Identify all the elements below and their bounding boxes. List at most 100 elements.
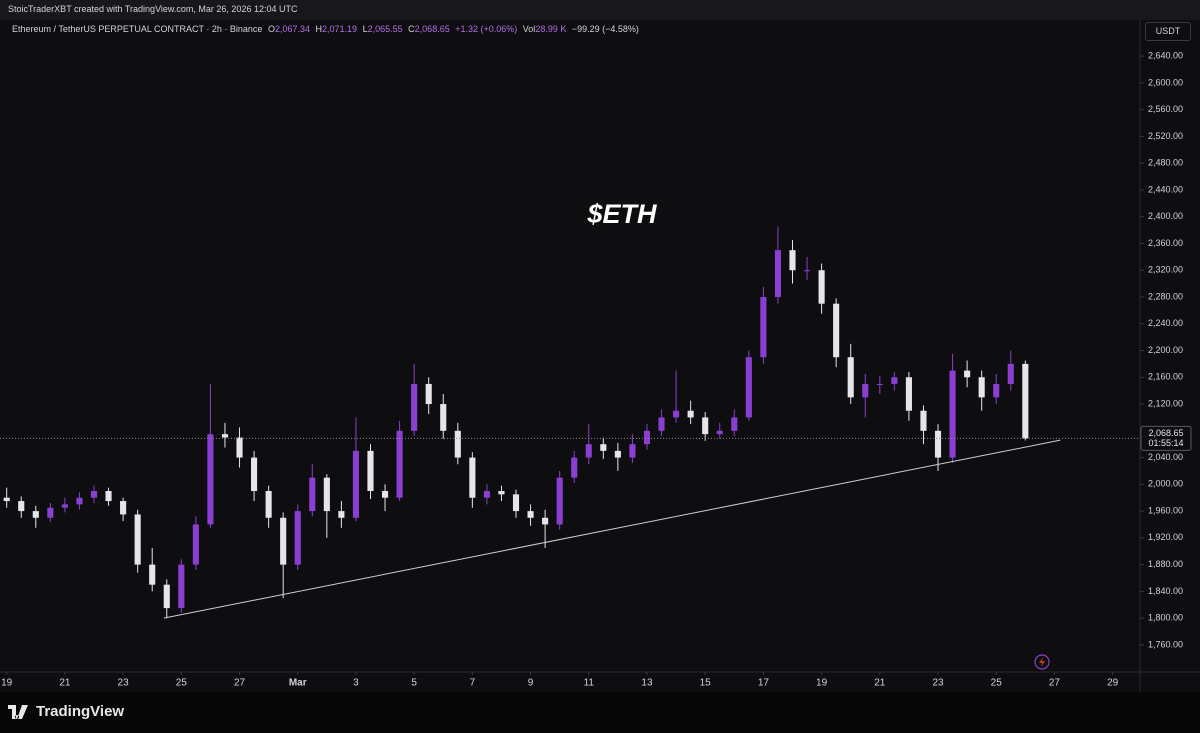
x-tick-label: 23 [932,678,944,689]
candle-body [163,584,170,609]
last-price-box [1140,425,1192,451]
legend-key: O [267,24,275,34]
candle-body [207,434,214,525]
candle-body [556,477,563,525]
candle-body [789,250,796,271]
y-tick-label: 2,200.00 [1148,345,1183,355]
y-tick-label: 1,920.00 [1148,532,1183,542]
candle-body [687,410,694,418]
candle-body [833,303,840,358]
trendline [163,439,1061,619]
candle-body [280,517,287,565]
y-tick-label: 2,040.00 [1148,452,1183,462]
legend: Ethereum / TetherUS PERPETUAL CONTRACT ·… [12,24,642,34]
alert-icon[interactable] [1034,654,1050,670]
legend-change: +1.32 (+0.06%) [455,24,518,34]
x-tick-label: 5 [411,678,417,689]
last-price-label: 2,068.65 [1148,428,1183,438]
candle-body [614,450,621,458]
candle-body [120,501,127,515]
candle-body [440,404,447,431]
x-tick-label: 27 [234,678,246,689]
brand-logo [8,704,28,719]
candle-body [47,507,54,518]
candle-body [32,511,39,518]
plot-area [0,20,1140,692]
candle-body [367,450,374,492]
x-tick-label: 3 [353,678,359,689]
candle-body [221,434,229,438]
y-tick-label: 1,760.00 [1148,639,1183,649]
x-tick-label: 27 [1049,678,1061,689]
x-tick-label: 21 [874,678,886,689]
candle-body [876,383,883,385]
legend-value: 28.99 K [535,24,567,34]
candle-body [847,357,854,398]
candle-body [978,377,985,398]
candle-body [251,457,258,492]
candle-body [745,357,752,418]
candle-body [3,497,10,502]
y-tick-label: 2,600.00 [1148,77,1183,87]
x-tick-label: 9 [528,678,534,689]
legend-value: 2,065.55 [367,24,403,34]
candle-body [178,564,185,609]
candle-body [731,417,738,431]
candle-body [323,477,330,512]
y-tick-label: 1,800.00 [1148,613,1183,623]
candle-body [134,514,141,565]
legend-key: Vol [522,24,536,34]
symbol: Ethereum / TetherUS PERPETUAL CONTRACT ·… [12,24,263,34]
candle-body [818,270,825,304]
legend-vol-change: −99.29 (−4.58%) [571,24,639,34]
candle-body [338,511,345,518]
y-tick-label: 2,560.00 [1148,104,1183,114]
brand-name: TradingView [36,703,125,720]
candle-body [76,497,83,505]
x-tick-label: 11 [584,678,595,689]
top-bar [0,0,1200,20]
y-tick-label: 2,360.00 [1148,238,1183,248]
y-tick-label: 2,280.00 [1148,291,1183,301]
x-tick-label: 29 [1107,678,1119,689]
countdown: 01:55:14 [1148,438,1183,448]
y-tick-label: 2,000.00 [1148,479,1183,489]
x-tick-label: 21 [59,678,71,689]
y-tick-label: 1,880.00 [1148,559,1183,569]
y-tick-label: 2,160.00 [1148,372,1183,382]
currency-button[interactable]: USDT [1145,22,1191,41]
candle-body [993,383,1000,398]
x-tick-label: 15 [700,678,712,689]
footer-bar [0,692,1200,733]
candle-body [527,511,534,518]
y-tick-label: 2,640.00 [1148,51,1183,61]
y-tick-label: 1,960.00 [1148,505,1183,515]
x-tick-label: 19 [1,678,13,689]
candle-body [964,370,971,378]
y-tick-label: 2,520.00 [1148,131,1183,141]
brand: TradingView [8,703,124,720]
candle-body [90,491,98,498]
x-tick-label: 17 [758,678,770,689]
legend-value: 2,067.34 [274,24,311,34]
chart-title: $ETH [586,199,657,229]
legend-value: 2,071.19 [322,24,358,34]
y-tick-label: 2,400.00 [1148,211,1183,221]
candle-body [309,477,316,512]
x-tick-label: 23 [118,678,130,689]
candle-body [61,504,68,508]
candle-body [236,437,243,458]
candle-body [149,564,156,585]
candle-body [673,410,680,418]
candle-body [454,430,461,458]
candle-body [585,444,592,458]
candle-body [702,417,709,435]
x-tick-label: 25 [176,678,188,689]
legend-value: 2,068.65 [414,24,450,34]
candle-body [294,511,301,565]
candle-body [600,444,607,451]
y-tick-label: 2,240.00 [1148,318,1183,328]
candle-body [934,430,942,458]
